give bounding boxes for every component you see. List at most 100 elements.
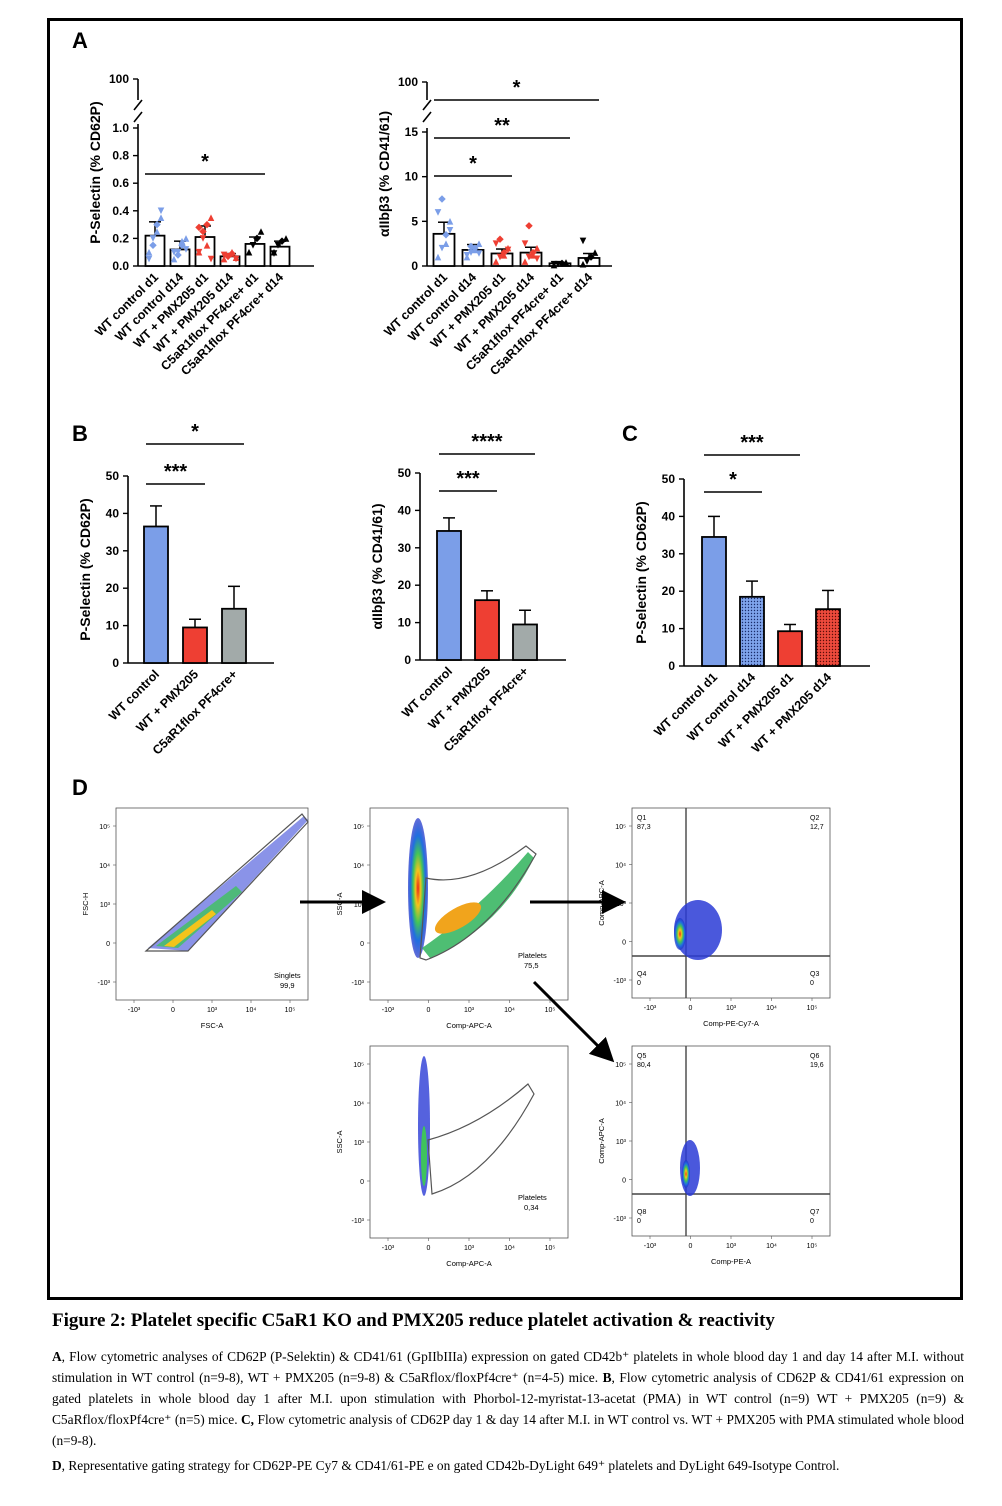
- quadrant-name: Q4: [637, 971, 646, 978]
- data-point: [583, 258, 591, 265]
- data-point: [525, 253, 533, 261]
- data-point: [270, 250, 278, 257]
- data-point: [245, 248, 253, 256]
- quadrant-value: 12,7: [810, 824, 824, 831]
- y-tick-label: 100: [109, 72, 129, 86]
- flow-y-tick: -10³: [352, 980, 365, 987]
- data-point: [533, 255, 541, 263]
- significance-label: *: [201, 151, 209, 173]
- significance-label: ****: [471, 431, 502, 453]
- y-tick-label: 100: [398, 75, 418, 89]
- flow-x-tick: 10⁵: [545, 1007, 556, 1014]
- data-point: [504, 246, 512, 254]
- gate-value: 0,34: [524, 1203, 539, 1212]
- flow-y-tick: 10⁴: [615, 1101, 626, 1108]
- bar: [221, 607, 247, 664]
- flow-y-tick: 0: [106, 941, 110, 948]
- data-point: [249, 242, 257, 249]
- quadrant-name: Q8: [637, 1209, 646, 1216]
- flow-plot-frame: [369, 1045, 569, 1239]
- flow-y-tick: 10⁵: [615, 1062, 626, 1069]
- category-label: WT control d14: [684, 670, 758, 744]
- data-point: [533, 244, 541, 252]
- flow-y-tick: 10⁴: [353, 1101, 364, 1108]
- flow-y-tick: 10³: [100, 902, 111, 909]
- flow-y-tick: 0: [360, 941, 364, 948]
- flow-gate: [419, 845, 537, 961]
- data-point: [257, 228, 265, 235]
- significance-label: *: [469, 153, 477, 175]
- flow-x-tick: 0: [171, 1007, 175, 1014]
- quadrant-value: 0: [810, 980, 814, 987]
- data-point: [438, 195, 446, 203]
- y-axis-label: αIIbβ3 (% CD41/61): [369, 503, 385, 629]
- data-point: [579, 260, 587, 268]
- y-tick-label: 20: [662, 584, 676, 598]
- y-tick-label: 10: [106, 619, 120, 633]
- axis-break-mark: [133, 111, 143, 123]
- quadrant-name: Q2: [810, 815, 819, 822]
- flow-population-core: [421, 1126, 427, 1186]
- data-point: [203, 242, 211, 249]
- significance-label: **: [494, 115, 510, 137]
- flow-y-tick: 10⁴: [353, 863, 364, 870]
- y-tick-label: 40: [398, 503, 412, 517]
- caption-b-lead: B: [602, 1370, 612, 1385]
- bar: [432, 232, 456, 267]
- y-tick-label: 0: [411, 259, 418, 273]
- flow-y-label: SSC-A: [335, 893, 344, 916]
- y-tick-label: 40: [106, 506, 120, 520]
- flow-x-tick: 10⁵: [807, 1243, 818, 1250]
- flow-y-tick: 0: [360, 1179, 364, 1186]
- y-tick-label: 15: [405, 125, 419, 139]
- quadrant-value: 0: [637, 1218, 641, 1225]
- flow-y-label: Comp-APC-A: [597, 1118, 606, 1163]
- data-point: [149, 235, 157, 242]
- flow-x-tick: 10⁵: [285, 1007, 296, 1014]
- data-point: [157, 207, 165, 215]
- y-tick-label: 1.0: [112, 121, 129, 135]
- flow-population-core: [164, 910, 216, 947]
- bar: [777, 630, 803, 667]
- panel-label-b: B: [72, 421, 88, 446]
- y-axis-label: P-Selectin (% CD62P): [633, 501, 649, 643]
- flow-x-label: Comp-PE-A: [711, 1257, 751, 1266]
- data-point: [178, 237, 186, 245]
- data-point: [207, 214, 215, 221]
- flow-y-tick: -10³: [614, 978, 627, 985]
- panel-label-a: A: [72, 28, 88, 53]
- flow-y-tick: -10³: [98, 980, 111, 987]
- flow-x-tick: 10³: [726, 1005, 737, 1012]
- quadrant-name: Q5: [637, 1053, 646, 1060]
- flow-x-label: Comp-PE-Cy7-A: [703, 1019, 759, 1028]
- flow-plot-fc1: 10⁵ 10⁴ 10³ 0 -10³ -10³ 0 10³ 10⁴ 10⁵ FSC-A FSC-H Si…: [81, 807, 309, 1030]
- flow-x-label: Comp-APC-A: [446, 1021, 491, 1030]
- flow-population-core: [434, 902, 482, 934]
- data-point: [199, 235, 207, 242]
- flow-population-core: [682, 1160, 690, 1188]
- data-point: [153, 228, 161, 235]
- flow-y-tick: -10³: [352, 1218, 365, 1225]
- y-tick-label: 0.6: [112, 176, 129, 190]
- y-tick-label: 30: [106, 544, 120, 558]
- flow-gate: [427, 1083, 535, 1195]
- significance-label: ***: [740, 432, 764, 454]
- flow-y-tick: 10⁵: [615, 824, 626, 831]
- data-point: [496, 253, 504, 261]
- data-point: [282, 235, 290, 242]
- data-point: [579, 237, 587, 245]
- flow-x-tick: -10³: [382, 1245, 395, 1252]
- flow-x-label: FSC-A: [201, 1021, 224, 1030]
- data-point: [157, 214, 165, 221]
- flow-gate: [144, 813, 309, 952]
- y-tick-label: 50: [398, 466, 412, 480]
- flow-y-label: FSC-H: [81, 893, 90, 916]
- flow-plot-frame: [631, 1045, 831, 1237]
- data-point: [232, 255, 240, 263]
- caption-d-text: , Representative gating strategy for CD6…: [61, 1458, 840, 1473]
- chart-c1: 0 10 20 30 40 50 P-Selectin (% CD62P) WT contro…: [633, 432, 870, 756]
- caption-c-lead: C,: [241, 1412, 255, 1427]
- figure-caption: Figure 2: Platelet specific C5aR1 KO and…: [52, 1310, 964, 1480]
- y-tick-label: 0: [668, 659, 675, 673]
